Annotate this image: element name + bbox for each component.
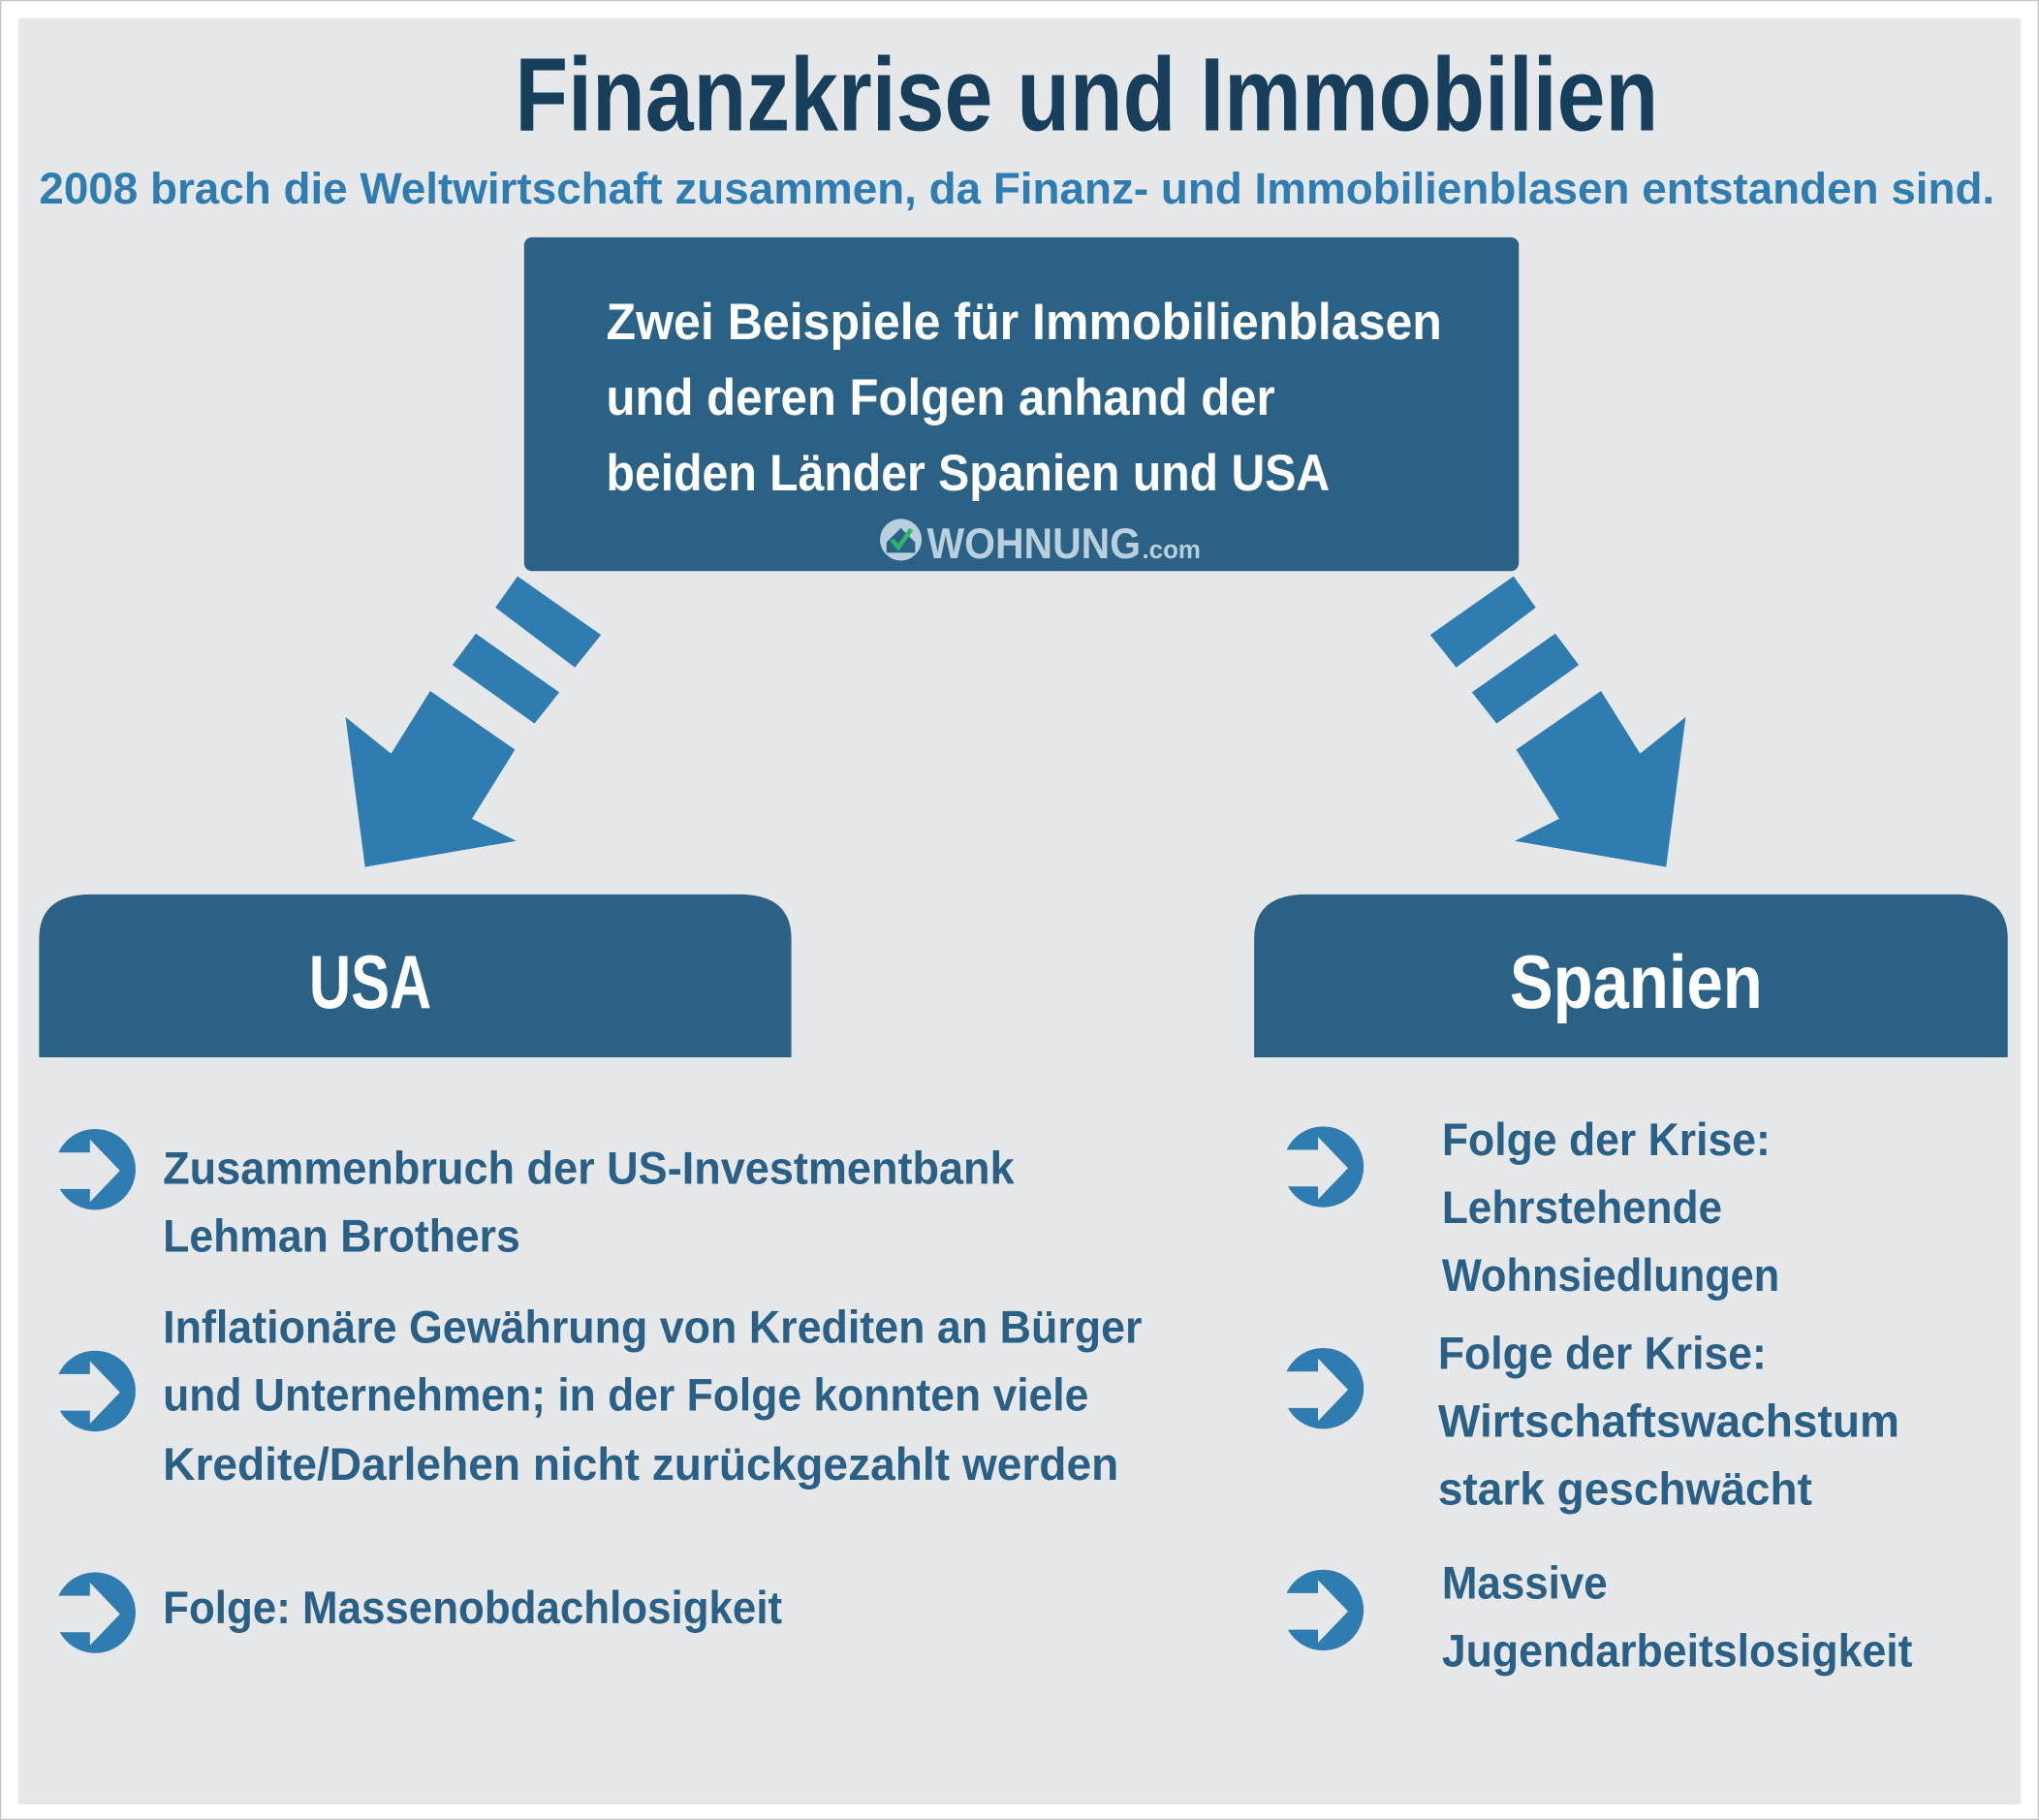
- dashed-arrow-down-icon: [1429, 576, 1686, 867]
- subtitle: 2008 brach die Weltwirtschaft zusammen, …: [39, 164, 1994, 213]
- list-item-line: Jugendarbeitslosigkeit: [1442, 1624, 1913, 1676]
- list-item-line: Lehrstehende: [1442, 1181, 1722, 1233]
- list-item-line: Zusammenbruch der US-Investmentbank: [163, 1143, 1015, 1194]
- usa-header: [39, 894, 792, 1058]
- list-item-line: Folge der Krise:: [1442, 1114, 1771, 1165]
- list-item-line: Wohnsiedlungen: [1442, 1249, 1779, 1301]
- spanien-list: Folge der Krise: Lehrstehende Wohnsiedlu…: [1438, 1114, 1913, 1676]
- intro-line: und deren Folgen anhand der: [607, 370, 1275, 426]
- svg-text:WOHNUNG: WOHNUNG: [926, 520, 1141, 568]
- list-item-line: und Unternehmen; in der Folge konnten vi…: [163, 1369, 1088, 1421]
- list-item-line: Lehman Brothers: [163, 1209, 520, 1261]
- intro-line: Zwei Beispiele für Immobilienblasen: [607, 295, 1442, 351]
- intro-line: beiden Länder Spanien und USA: [607, 446, 1331, 502]
- list-item-line: Wirtschaftswachstum: [1438, 1395, 1899, 1446]
- usa-heading: USA: [309, 939, 431, 1024]
- dashed-arrow-down-icon: [345, 576, 602, 867]
- wohnung-logo: WOHNUNG .com: [880, 518, 1201, 568]
- list-item-line: Inflationäre Gewährung von Krediten an B…: [163, 1302, 1142, 1353]
- spanien-heading: Spanien: [1510, 939, 1763, 1024]
- list-item-line: Folge: Massenobdachlosigkeit: [163, 1582, 782, 1633]
- intro-box: Zwei Beispiele für Immobilienblasen und …: [523, 236, 1520, 572]
- page-title: Finanzkrise und Immobilien: [515, 37, 1658, 153]
- spanien-header: [1254, 894, 2008, 1058]
- svg-text:.com: .com: [1142, 537, 1201, 564]
- list-item-line: Kredite/Darlehen nicht zurückgezahlt wer…: [163, 1438, 1118, 1490]
- list-item-line: stark geschwächt: [1438, 1462, 1812, 1514]
- list-item-line: Massive: [1442, 1556, 1608, 1608]
- usa-list: Zusammenbruch der US-Investmentbank Lehm…: [163, 1143, 1142, 1633]
- list-item-line: Folge der Krise:: [1438, 1328, 1767, 1379]
